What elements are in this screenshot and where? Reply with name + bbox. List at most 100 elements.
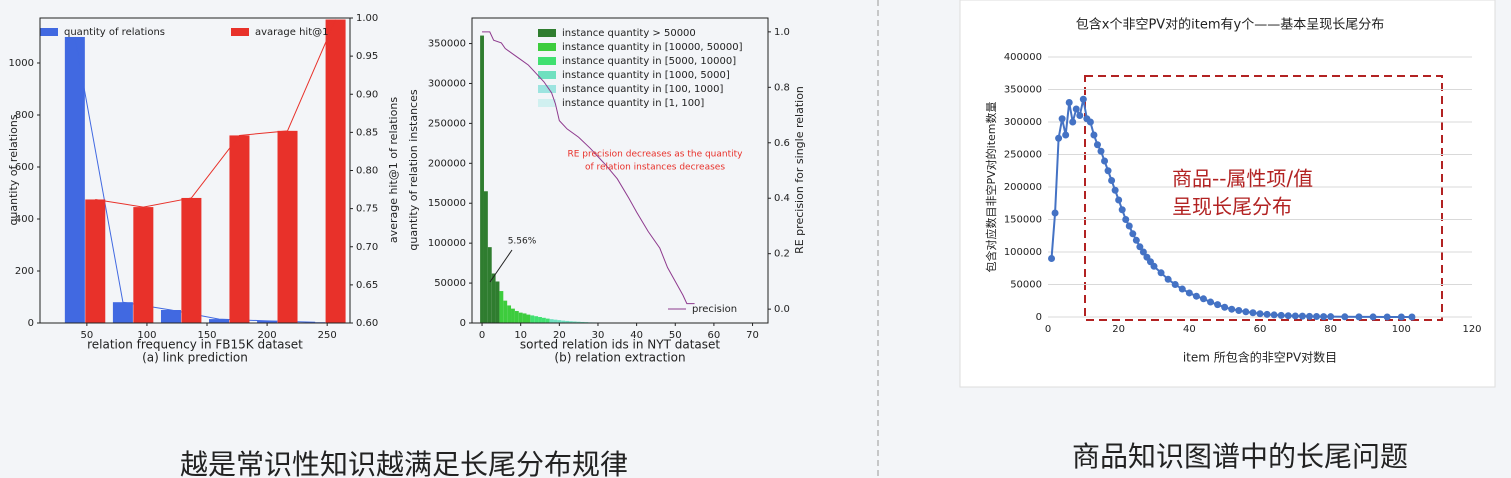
legend-label: instance quantity in [1, 100] bbox=[562, 98, 704, 109]
bar bbox=[480, 35, 484, 324]
point bbox=[1136, 243, 1144, 251]
bar bbox=[557, 320, 562, 323]
bar bbox=[514, 311, 519, 323]
point bbox=[1108, 177, 1116, 184]
point bbox=[1221, 303, 1229, 311]
y-tick-label: 0 bbox=[1036, 312, 1042, 323]
x-tick-label: 0 bbox=[1045, 324, 1051, 335]
point bbox=[1048, 255, 1056, 262]
y-tick-label: 200 bbox=[15, 266, 34, 277]
x-axis-label: item 所包含的非空PV对数目 bbox=[1183, 350, 1337, 365]
bar bbox=[530, 315, 535, 323]
point bbox=[1125, 222, 1133, 230]
y-tick-label: 100000 bbox=[428, 238, 466, 249]
point bbox=[1055, 134, 1063, 142]
point bbox=[1397, 313, 1405, 321]
bar bbox=[568, 321, 573, 323]
point bbox=[1065, 99, 1073, 106]
bar bbox=[325, 19, 346, 324]
point bbox=[1263, 310, 1271, 318]
point bbox=[1150, 262, 1158, 270]
y-axis-label: 包含对应数目非空PV对的item数量 bbox=[984, 101, 998, 272]
axes-frame bbox=[471, 17, 769, 324]
y2-tick-label: 0.65 bbox=[356, 280, 378, 291]
x-axis-label: relation frequency in FB15K dataset bbox=[87, 338, 303, 352]
point bbox=[1051, 209, 1059, 217]
y-tick-label: 50000 bbox=[1010, 280, 1042, 291]
point bbox=[1298, 312, 1306, 320]
annotation: 5.56% bbox=[508, 237, 537, 247]
bar bbox=[572, 321, 577, 323]
highlight-box bbox=[1084, 75, 1443, 321]
y-tick-label: 300000 bbox=[1004, 117, 1042, 128]
point bbox=[1305, 312, 1313, 320]
y2-tick-label: 0.80 bbox=[356, 166, 378, 177]
point bbox=[1327, 313, 1335, 321]
x-tick-label: 10 bbox=[514, 330, 527, 341]
point bbox=[1132, 236, 1140, 244]
y2-tick-label: 0.60 bbox=[356, 318, 378, 329]
point bbox=[1199, 295, 1207, 303]
legend-swatch bbox=[231, 28, 249, 36]
legend-label: avarage hit@1 bbox=[255, 27, 329, 38]
y-tick-label: 350000 bbox=[428, 39, 466, 50]
y2-tick-label: 0.75 bbox=[356, 204, 378, 215]
bar bbox=[133, 207, 154, 323]
bar bbox=[487, 247, 492, 323]
point bbox=[1157, 269, 1165, 277]
y2-tick-label: 1.00 bbox=[356, 13, 378, 24]
y-tick-label: 400 bbox=[15, 214, 34, 225]
subtitle: (b) relation extraction bbox=[554, 351, 685, 365]
y-tick-label: 600 bbox=[15, 162, 34, 173]
x-tick-label: 70 bbox=[746, 330, 759, 341]
bar bbox=[549, 319, 554, 323]
legend-label: quantity of relations bbox=[64, 27, 165, 38]
x-tick-label: 40 bbox=[1183, 324, 1196, 335]
point bbox=[1122, 216, 1130, 223]
x-tick-label: 50 bbox=[669, 330, 682, 341]
bar bbox=[209, 319, 230, 323]
point bbox=[1118, 206, 1126, 214]
point bbox=[1178, 285, 1186, 293]
bar bbox=[495, 281, 500, 323]
subtitle: (a) link prediction bbox=[142, 351, 248, 365]
y2-tick-label: 0.95 bbox=[356, 51, 378, 62]
y-tick-label: 350000 bbox=[1004, 85, 1042, 96]
point bbox=[1313, 312, 1321, 320]
point bbox=[1058, 115, 1066, 123]
y-tick-label: 200000 bbox=[428, 158, 466, 169]
x-tick-label: 30 bbox=[592, 330, 605, 341]
bar bbox=[181, 197, 202, 323]
point bbox=[1228, 305, 1236, 313]
x-tick-label: 120 bbox=[1462, 324, 1481, 335]
bar bbox=[553, 319, 558, 323]
x-tick-label: 20 bbox=[1112, 324, 1125, 335]
x-tick-label: 80 bbox=[1324, 324, 1337, 335]
y2-tick-label: 0.70 bbox=[356, 242, 378, 253]
y-tick-label: 250000 bbox=[428, 118, 466, 129]
y2-tick-label: 0.8 bbox=[774, 82, 790, 93]
bar bbox=[229, 135, 250, 323]
x-tick-label: 200 bbox=[258, 330, 277, 341]
annotation: of relation instances decreases bbox=[585, 163, 725, 173]
x-axis-label: sorted relation ids in NYT dataset bbox=[520, 338, 720, 352]
y-axis-label: quantity of relation instances bbox=[407, 89, 420, 250]
point bbox=[1235, 307, 1243, 314]
legend-label: precision bbox=[692, 304, 737, 315]
point bbox=[1069, 118, 1077, 126]
bar bbox=[112, 302, 133, 323]
legend-swatch bbox=[538, 29, 556, 37]
bar bbox=[565, 320, 569, 323]
bar bbox=[545, 318, 550, 323]
point bbox=[1104, 167, 1112, 175]
y2-tick-label: 0.90 bbox=[356, 89, 378, 100]
y-tick-label: 300000 bbox=[428, 78, 466, 89]
point bbox=[1086, 118, 1094, 126]
y2-tick-label: 1.0 bbox=[774, 27, 790, 38]
legend-label: instance quantity in [10000, 50000] bbox=[562, 42, 743, 53]
legend-label: instance quantity in [100, 1000] bbox=[562, 84, 724, 95]
point bbox=[1277, 311, 1285, 319]
point bbox=[1207, 298, 1215, 306]
legend-label: instance quantity in [1000, 5000] bbox=[562, 70, 730, 81]
bar bbox=[511, 308, 515, 323]
